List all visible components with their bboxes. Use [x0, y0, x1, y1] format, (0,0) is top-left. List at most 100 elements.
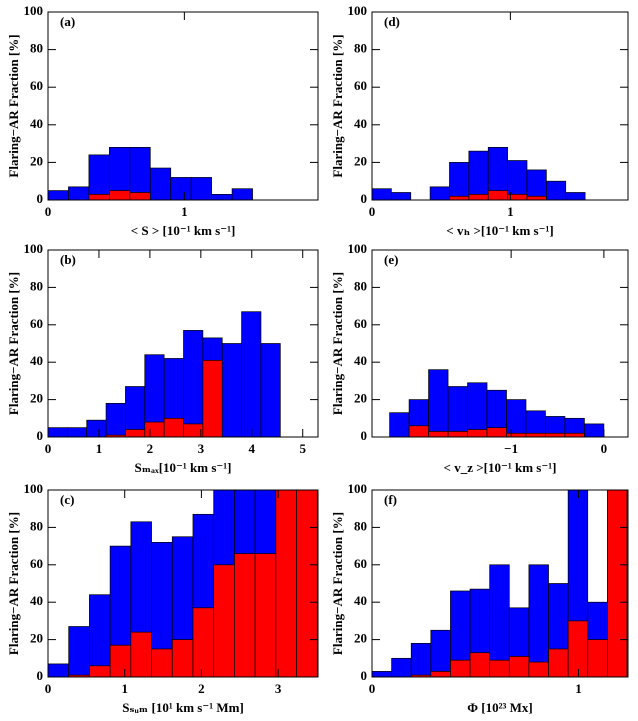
x-axis-label: Sₛᵤₘ [10¹ km s⁻¹ Mm]	[122, 700, 244, 715]
y-tick-label: 100	[24, 241, 44, 256]
x-tick-label: 1	[121, 681, 128, 696]
histogram-bar	[89, 665, 111, 678]
histogram-bar	[506, 432, 527, 438]
histogram-bar	[428, 431, 449, 438]
plot-frame	[47, 489, 319, 678]
histogram-bar	[546, 180, 567, 201]
histogram-bar	[468, 150, 489, 201]
y-tick-label: 40	[30, 116, 43, 131]
histogram-bar	[528, 661, 549, 678]
histogram-bar	[149, 167, 172, 201]
histogram-bar	[221, 343, 242, 438]
histogram-bar	[389, 412, 410, 438]
y-tick-label: 0	[37, 191, 44, 206]
histogram-bar	[129, 192, 151, 201]
y-tick-label: 80	[354, 518, 367, 533]
histogram-bar	[88, 194, 110, 201]
y-axis-label: Flaring−AR Fraction [%]	[330, 34, 345, 177]
plot-frame	[371, 249, 629, 438]
y-tick-label: 60	[30, 78, 43, 93]
histogram-bar	[170, 177, 192, 201]
y-tick-label: 100	[24, 3, 44, 18]
histogram-bar	[202, 359, 223, 438]
x-tick-label: 4	[249, 441, 256, 456]
histogram-bar	[565, 192, 586, 201]
y-tick-label: 20	[354, 153, 367, 168]
histogram-bar	[171, 639, 194, 678]
histogram-bar	[109, 644, 132, 678]
x-axis-label: Sₘₐₓ[10⁻¹ km s⁻¹]	[134, 460, 231, 475]
histogram-bar	[192, 607, 215, 678]
x-tick-label: 1	[507, 204, 514, 219]
y-tick-label: 0	[361, 668, 368, 683]
x-tick-label: 1	[96, 441, 103, 456]
x-tick-label: 0	[45, 204, 52, 219]
y-tick-label: 40	[354, 593, 367, 608]
histogram-bar	[508, 656, 530, 678]
histogram-bar	[190, 177, 212, 201]
histogram-bar	[275, 489, 297, 678]
histogram-bar	[391, 657, 412, 678]
y-axis-label: Flaring−AR Fraction [%]	[6, 512, 21, 655]
x-tick-label: 3	[275, 681, 282, 696]
histogram-bar	[68, 626, 90, 678]
plot-frame	[371, 11, 629, 201]
histogram-bar	[506, 399, 527, 438]
histogram-bar	[467, 382, 488, 438]
y-tick-label: 20	[30, 631, 43, 646]
y-tick-label: 20	[354, 631, 367, 646]
panel-label: (b)	[60, 252, 76, 267]
histogram-bar	[68, 186, 90, 201]
histogram-bar	[47, 427, 68, 438]
histogram-bar	[429, 186, 450, 201]
x-axis-label: < vₕ >[10⁻¹ km s⁻¹]	[446, 223, 553, 238]
panel-label: (e)	[384, 252, 398, 267]
histogram-bar	[430, 671, 451, 678]
histogram-bar	[449, 195, 470, 201]
histogram-bar	[526, 169, 547, 201]
y-tick-label: 80	[354, 278, 367, 293]
plot-frame	[371, 489, 629, 678]
x-tick-label: 1	[181, 204, 188, 219]
x-tick-label: 2	[147, 441, 154, 456]
y-tick-label: 100	[348, 241, 368, 256]
x-tick-label: 0	[369, 204, 376, 219]
histogram-bar	[67, 427, 88, 438]
histogram-bar	[144, 421, 165, 438]
histogram-bar	[231, 188, 253, 201]
x-tick-label: 2	[198, 681, 205, 696]
y-tick-label: 20	[30, 153, 43, 168]
histogram-bar	[183, 423, 204, 438]
y-tick-label: 60	[30, 316, 43, 331]
y-tick-label: 100	[24, 481, 44, 496]
histogram-bar	[86, 419, 107, 438]
histogram-bar	[607, 489, 628, 678]
histogram-bar	[486, 427, 507, 438]
y-tick-label: 80	[30, 518, 43, 533]
y-tick-label: 40	[30, 353, 43, 368]
x-tick-label: 0	[45, 441, 52, 456]
y-tick-label: 0	[361, 428, 368, 443]
histogram-bar	[430, 629, 451, 678]
y-tick-label: 40	[354, 116, 367, 131]
histogram-bar	[449, 162, 470, 201]
y-tick-label: 100	[348, 3, 368, 18]
y-tick-label: 60	[354, 78, 367, 93]
histogram-bar	[526, 195, 547, 201]
y-tick-label: 0	[37, 428, 44, 443]
y-axis-label: Flaring−AR Fraction [%]	[6, 34, 21, 177]
x-tick-label: 0	[369, 681, 376, 696]
panel-label: (d)	[384, 14, 400, 29]
x-tick-label: 3	[198, 441, 205, 456]
histogram-bar	[163, 417, 184, 438]
histogram-bar	[89, 594, 111, 678]
histogram-bar	[447, 386, 468, 438]
histogram-bar	[129, 147, 151, 201]
histogram-bar	[564, 432, 585, 438]
y-axis-label: Flaring−AR Fraction [%]	[330, 512, 345, 655]
y-tick-label: 60	[354, 316, 367, 331]
histogram-bar	[408, 425, 429, 438]
x-tick-label: 0	[45, 681, 52, 696]
histogram-bar	[567, 620, 589, 678]
